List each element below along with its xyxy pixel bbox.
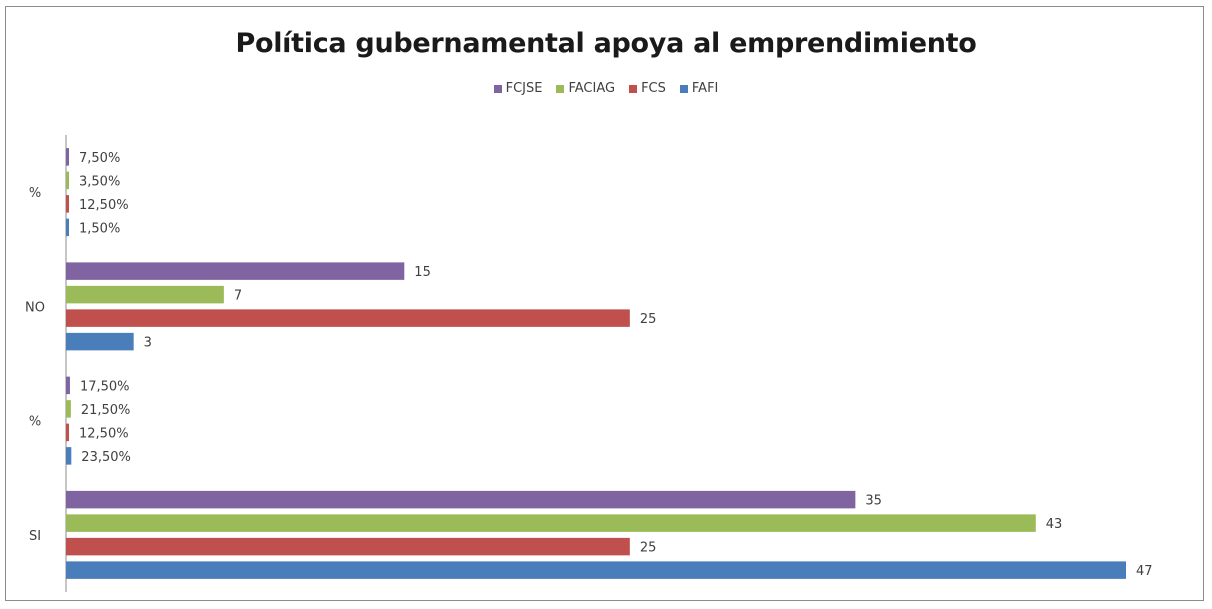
data-label-faciag-1-pct: 21,50% <box>81 403 131 418</box>
category-label-2-no: NO <box>25 300 45 315</box>
bar-fcjse-3-pct <box>66 148 69 166</box>
category-label-0-si: SI <box>29 529 41 544</box>
legend-label-fcs: FCS <box>641 81 666 96</box>
data-label-fcjse-2-no: 15 <box>414 265 431 280</box>
bar-faciag-1-pct <box>66 400 71 418</box>
category-label-1-pct: % <box>29 415 41 430</box>
bar-fcjse-0-si <box>66 490 856 509</box>
data-label-fafi-3-pct: 1,50% <box>79 221 120 236</box>
legend-swatch-fcjse <box>493 84 502 93</box>
data-label-fafi-1-pct: 23,50% <box>81 450 131 465</box>
data-label-fcjse-3-pct: 7,50% <box>79 151 120 166</box>
data-label-fcs-3-pct: 12,50% <box>79 198 129 213</box>
legend-swatch-faciag <box>556 84 565 93</box>
data-label-fcjse-0-si: 35 <box>865 494 882 509</box>
bar-faciag-0-si <box>66 514 1036 532</box>
legend-item-fcs: FCS <box>629 81 666 96</box>
data-label-fcs-2-no: 25 <box>640 312 657 327</box>
bar-fcs-0-si <box>66 537 630 556</box>
bar-fcjse-1-pct <box>66 376 70 395</box>
data-label-faciag-3-pct: 3,50% <box>79 174 120 189</box>
category-label-3-pct: % <box>29 186 41 201</box>
bar-fafi-1-pct <box>66 447 72 465</box>
legend: FCJSE FACIAG FCS FAFI <box>0 81 1212 96</box>
data-label-fcjse-1-pct: 17,50% <box>80 379 130 394</box>
bar-fcs-1-pct <box>66 423 69 442</box>
legend-label-fcjse: FCJSE <box>505 81 543 96</box>
data-label-fcs-1-pct: 12,50% <box>79 426 129 441</box>
legend-label-fafi: FAFI <box>691 81 719 96</box>
bar-fcs-3-pct <box>66 195 69 213</box>
legend-swatch-fafi <box>679 84 688 93</box>
data-label-faciag-0-si: 43 <box>1046 517 1063 532</box>
chart-title: Política gubernamental apoya al emprendi… <box>235 28 977 59</box>
legend-item-fafi: FAFI <box>679 81 719 96</box>
legend-item-fcjse: FCJSE <box>493 81 543 96</box>
bar-fafi-3-pct <box>66 218 69 237</box>
bar-faciag-3-pct <box>66 171 69 190</box>
legend-item-faciag: FACIAG <box>556 81 615 96</box>
bar-faciag-2-no <box>66 285 224 304</box>
legend-label-faciag: FACIAG <box>568 81 616 96</box>
bar-fafi-2-no <box>66 332 134 351</box>
data-label-fafi-0-si: 47 <box>1136 564 1153 579</box>
data-label-fafi-2-no: 3 <box>144 336 152 351</box>
legend-swatch-fcs <box>629 84 638 93</box>
bar-fcs-2-no <box>66 309 630 327</box>
data-label-faciag-2-no: 7 <box>234 289 242 304</box>
data-label-fcs-0-si: 25 <box>640 541 657 556</box>
bar-fafi-0-si <box>66 561 1126 579</box>
bar-fcjse-2-no <box>66 262 405 280</box>
